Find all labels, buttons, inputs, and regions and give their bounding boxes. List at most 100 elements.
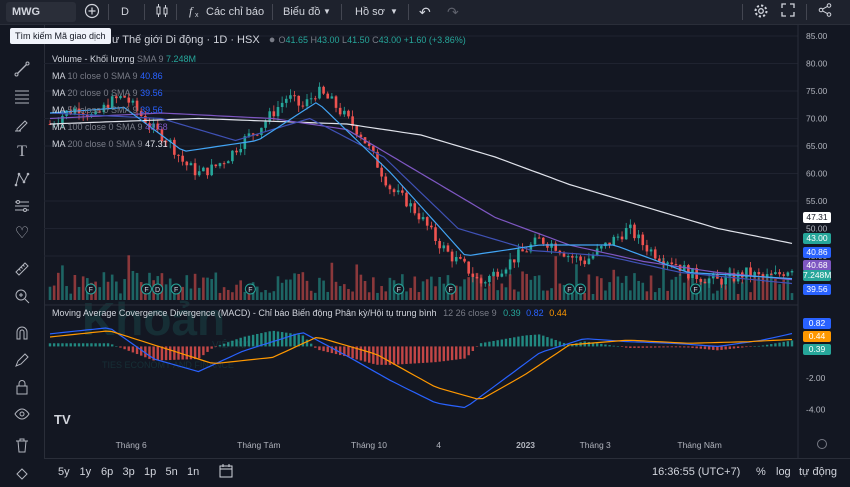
macd-histogram-bar <box>786 341 790 347</box>
indicator-legend-row[interactable]: MA 20 close 0 SMA 9 39.56 <box>52 88 163 98</box>
volume-bar <box>740 282 744 300</box>
event-marker-label: D <box>155 287 160 294</box>
range-button-1y[interactable]: 1y <box>79 466 92 478</box>
range-button-1n[interactable]: 1n <box>187 466 200 478</box>
volume-bar <box>421 281 425 300</box>
range-button-6p[interactable]: 6p <box>101 466 114 478</box>
range-button-1p[interactable]: 1p <box>144 466 157 478</box>
indicator-legend-row[interactable]: MA 50 close 0 SMA 9 39.56 <box>52 105 163 115</box>
indicator-legend-row[interactable]: MA 100 close 0 SMA 9 40.68 <box>52 122 168 132</box>
macd-histogram-bar <box>765 344 769 347</box>
candle-body <box>123 96 126 98</box>
candle-body <box>703 281 707 284</box>
log-toggle[interactable]: log <box>776 466 791 478</box>
pencil-lock-icon[interactable] <box>13 352 31 370</box>
macd-histogram-bar <box>268 331 271 347</box>
auto-toggle[interactable]: tự động <box>799 466 837 478</box>
volume-bar <box>396 289 400 300</box>
date-range-icon[interactable] <box>219 464 233 481</box>
event-marker-label: F <box>174 287 178 294</box>
undo-icon[interactable]: ↶ <box>419 4 431 20</box>
indicator-legend-row[interactable]: Volume - Khối lượng SMA 9 7.248M <box>52 54 196 64</box>
macd-histogram-bar <box>558 341 562 347</box>
chevron-down-icon[interactable]: ▼ <box>323 7 331 16</box>
event-marker-label: F <box>693 287 697 294</box>
y-tick-label: 80.00 <box>806 59 828 69</box>
volume-bar <box>566 291 570 300</box>
volume-bar <box>707 279 711 300</box>
magnet-icon[interactable] <box>13 325 31 343</box>
range-button-3p[interactable]: 3p <box>122 466 135 478</box>
macd-histogram-bar <box>123 346 126 350</box>
macd-histogram-bar <box>119 346 122 348</box>
forecast-icon[interactable] <box>13 198 31 216</box>
text-tool-icon[interactable]: T <box>17 143 27 160</box>
event-marker-label: F <box>144 287 148 294</box>
pattern-icon[interactable] <box>13 171 31 189</box>
range-button-5y[interactable]: 5y <box>58 466 70 478</box>
candle-body <box>255 134 259 136</box>
macd-histogram-bar <box>658 346 661 348</box>
bottom-toolbar: 5y 1y 6p 3p 1p 5n 1n 16:36:55 (UTC+7) % log tự… <box>44 458 850 487</box>
macd-histogram-bar <box>695 346 698 349</box>
macd-histogram-bar <box>210 346 213 349</box>
candle-body <box>554 243 558 251</box>
candle-body <box>662 261 665 264</box>
macd-histogram-bar <box>359 346 363 361</box>
chevron-down-icon[interactable]: ▼ <box>390 7 398 16</box>
x-tick-label: Tháng Năm <box>677 440 721 450</box>
indicator-legend-row[interactable]: MA 10 close 0 SMA 9 40.86 <box>52 71 163 81</box>
interval-button[interactable]: D <box>121 6 129 18</box>
collapse-icon[interactable] <box>13 465 31 483</box>
heart-icon[interactable]: ♡ <box>14 225 30 242</box>
line-tool-icon[interactable] <box>13 61 31 79</box>
zoom-in-icon[interactable] <box>13 288 31 306</box>
candles-icon[interactable] <box>155 3 169 21</box>
brush-icon[interactable] <box>13 116 31 134</box>
ruler-icon[interactable] <box>13 261 31 279</box>
candle-body <box>359 134 363 138</box>
macd-histogram-bar <box>372 346 375 364</box>
ohlc-values: O41.65 H43.00 L41.50 C43.00 +1.60 (+3.86… <box>278 35 466 45</box>
volume-bar <box>695 291 698 300</box>
redo-icon[interactable]: ↷ <box>447 4 459 20</box>
macd-histogram-bar <box>484 342 487 347</box>
indicator-legend-row[interactable]: MA 200 close 0 SMA 9 47.31 <box>52 139 168 149</box>
y-tick-label: 55.00 <box>806 196 828 206</box>
volume-bar <box>268 292 271 300</box>
symbol-search-button[interactable]: MWG <box>6 2 76 22</box>
volume-bar <box>417 292 421 300</box>
macd-histogram-bar <box>542 335 545 347</box>
macd-histogram-bar <box>293 333 296 347</box>
share-icon[interactable] <box>818 3 832 21</box>
volume-bar <box>728 268 732 300</box>
settings-gear-icon[interactable] <box>753 3 769 21</box>
fullscreen-icon[interactable] <box>781 3 795 21</box>
horizontal-lines-icon[interactable] <box>13 88 31 106</box>
volume-bar <box>110 274 114 300</box>
candle-body <box>562 253 566 257</box>
macd-histogram-bar <box>77 343 81 347</box>
event-marker-label: F <box>248 287 252 294</box>
eye-icon[interactable] <box>13 406 31 424</box>
candle-body <box>193 163 197 176</box>
range-button-5n[interactable]: 5n <box>165 466 178 478</box>
candle-body <box>396 190 400 193</box>
lock-icon[interactable] <box>13 379 31 397</box>
event-marker <box>393 283 405 295</box>
clock-display[interactable]: 16:36:55 (UTC+7) <box>652 466 741 478</box>
chart-menu-button[interactable]: Biểu đồ <box>283 6 321 18</box>
macd-histogram-bar <box>546 337 549 347</box>
profile-menu-button[interactable]: Hồ sơ <box>355 6 385 18</box>
tradingview-logo: TV <box>54 412 71 427</box>
percent-toggle[interactable]: % <box>756 466 766 478</box>
trash-icon[interactable] <box>13 437 31 455</box>
volume-bar <box>612 269 616 300</box>
add-symbol-icon[interactable] <box>84 3 100 21</box>
indicators-button[interactable]: Các chỉ báo <box>206 6 265 18</box>
chart-canvas[interactable]: Khoản VIỆT NAM TIES ECONOMY AND FINANCE … <box>44 25 850 458</box>
chart-settings-icon[interactable] <box>817 439 827 449</box>
macd-histogram-bar <box>48 343 52 347</box>
candle-body <box>297 95 301 106</box>
